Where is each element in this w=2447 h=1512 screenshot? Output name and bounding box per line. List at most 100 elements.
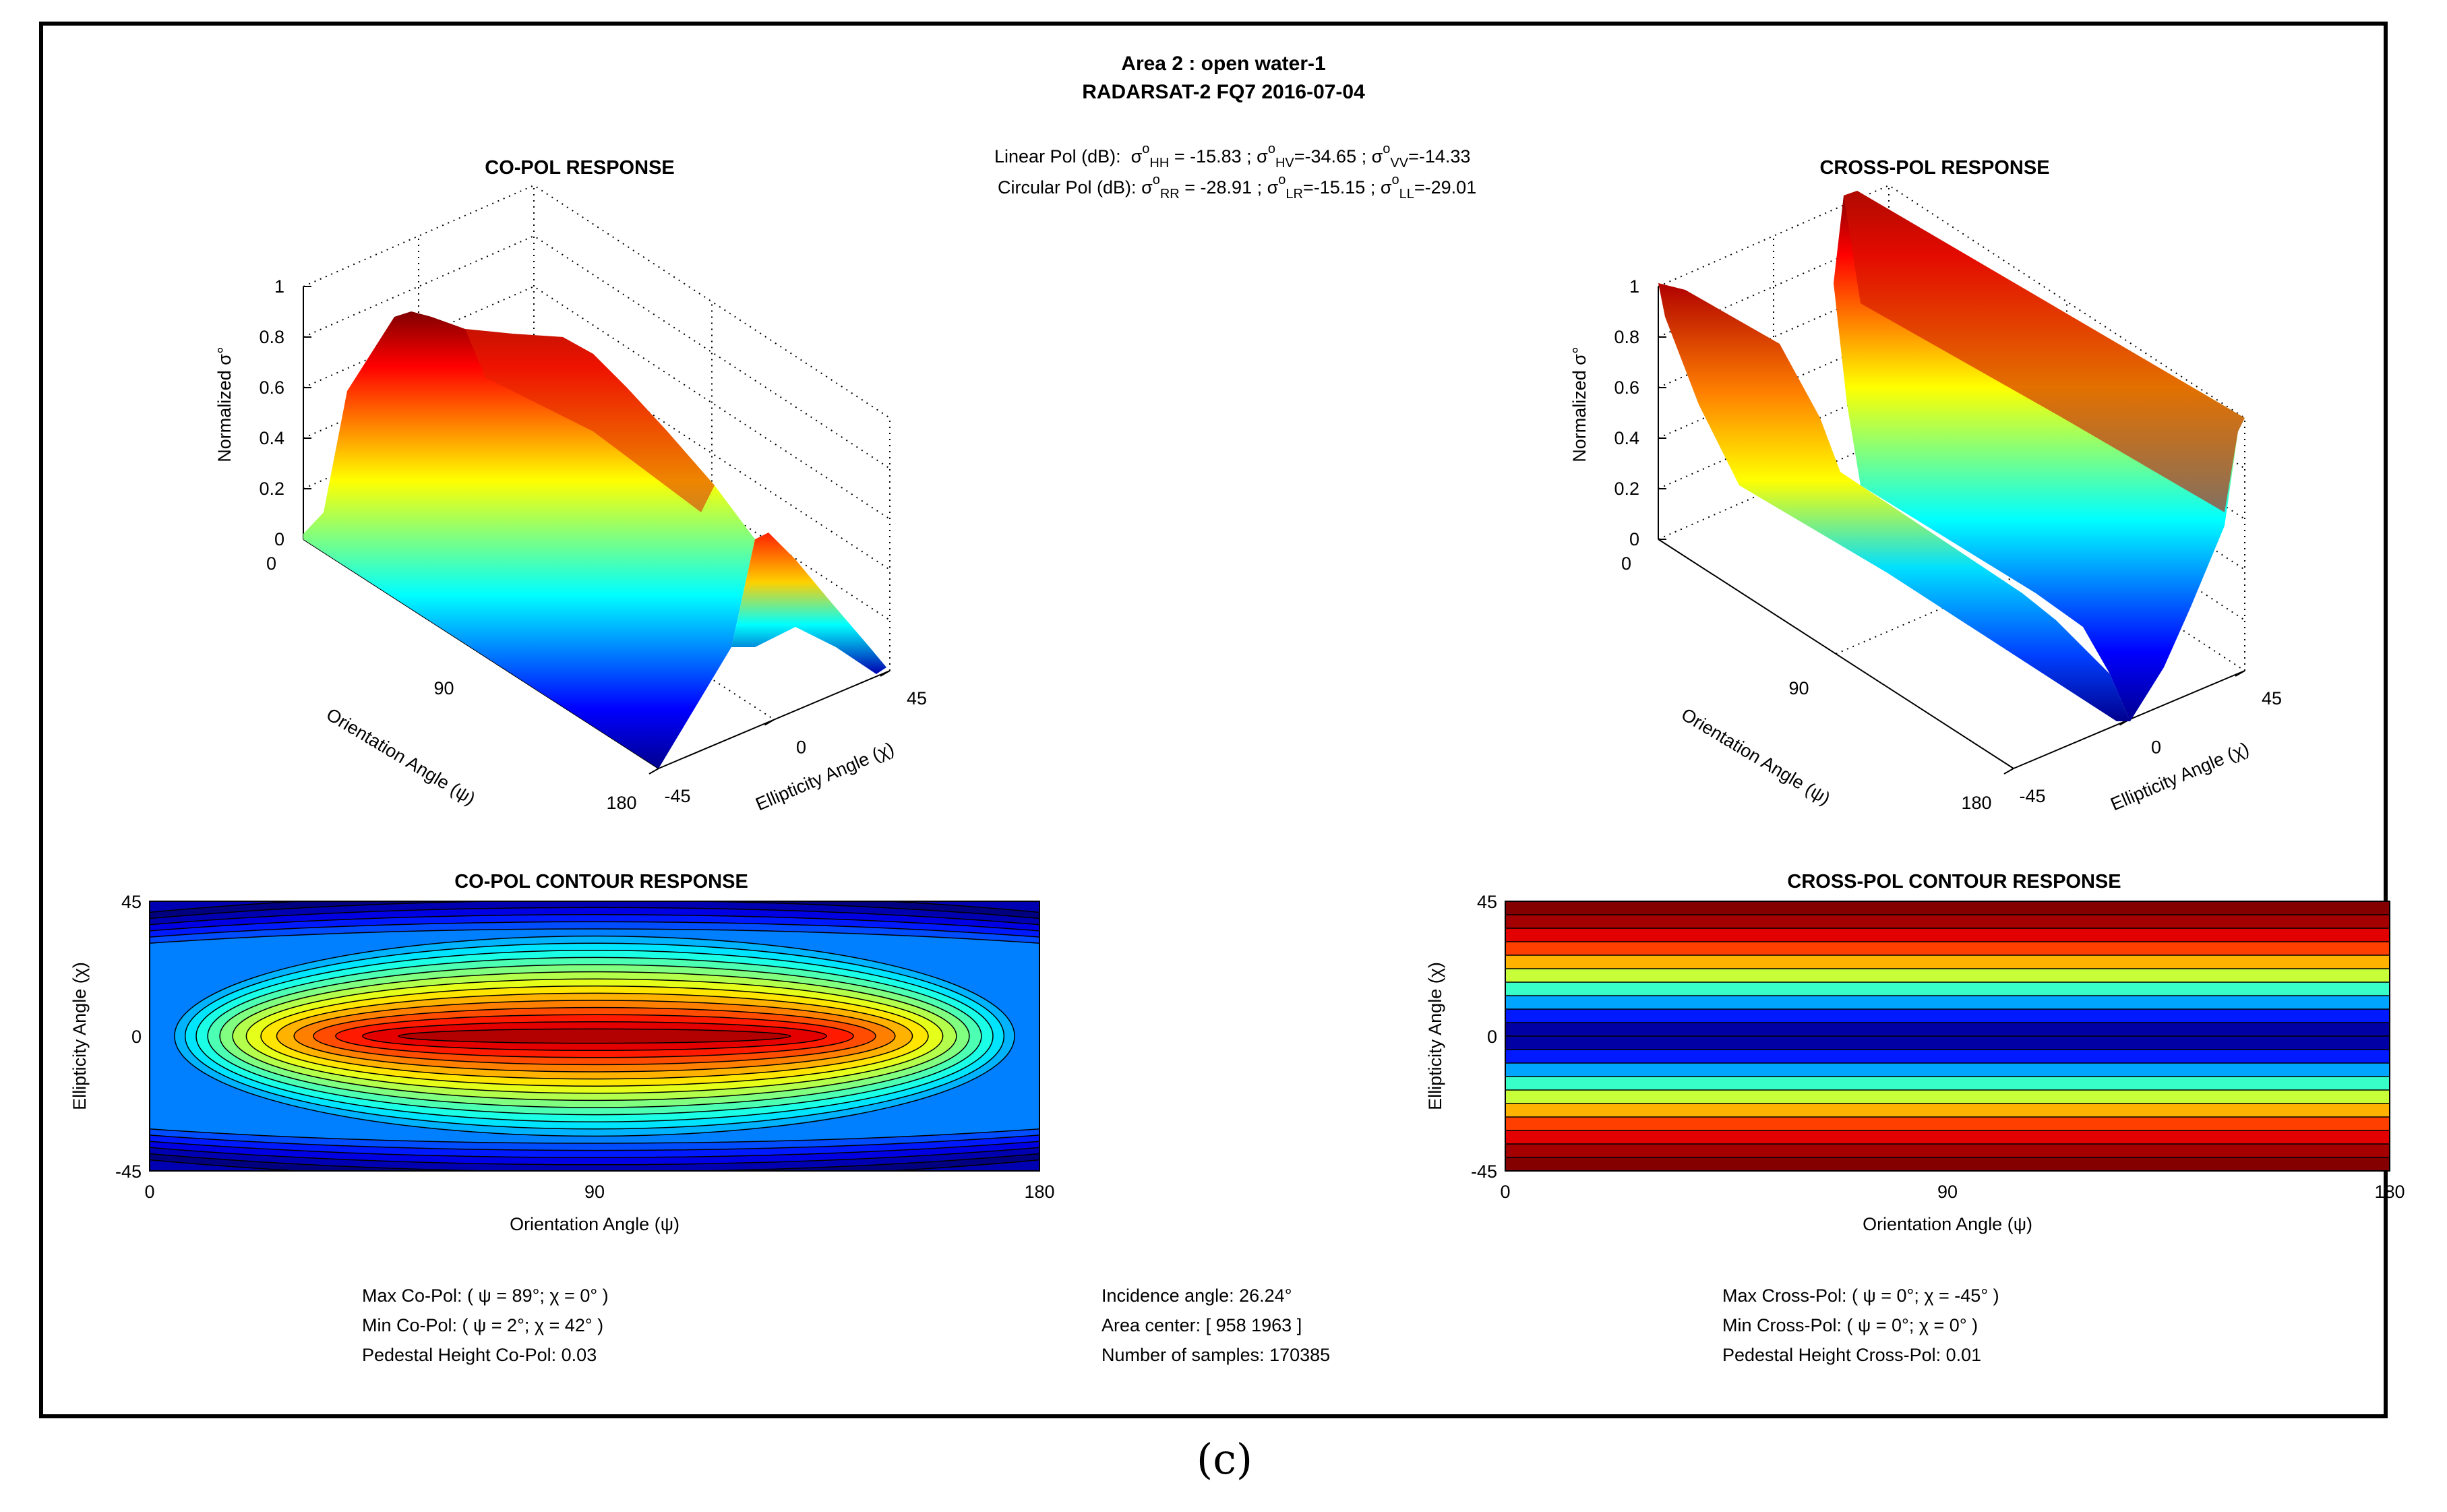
sigma-rr-sup: o	[1152, 173, 1160, 187]
cross-contour-band	[1505, 1050, 2390, 1064]
sigma-hv-sup: o	[1267, 142, 1275, 156]
cross-contour-band	[1505, 1090, 2390, 1104]
area-center: Area center: [ 958 1963 ]	[1101, 1315, 1302, 1335]
copol3d-y-tick-label: 0	[796, 737, 806, 758]
cross3d-z-origin-label: 0	[1621, 553, 1631, 574]
cross3d-z-label: Normalized σ°	[1569, 346, 1590, 462]
cross-contour-band	[1505, 1009, 2390, 1023]
copol3d-surface-crest	[465, 329, 715, 512]
sigma-rr-symbol: σ	[1141, 177, 1153, 198]
crosspol-pedestal: Pedestal Height Cross-Pol: 0.01	[1722, 1345, 1982, 1365]
crosspol-summary: Max Cross-Pol: ( ψ = 0°; χ = -45° ) Min …	[1722, 1281, 1999, 1370]
linear-pol-stats: Linear Pol (dB): σoHH = -15.83 ; σoHV=-3…	[994, 142, 1470, 171]
cross-contour-x-tick-label: 90	[1937, 1182, 1958, 1202]
copol3d-z-tick-label: 0.8	[259, 327, 284, 347]
copol-contour-y-label: Ellipticity Angle (χ)	[69, 962, 90, 1110]
sigma-lr-value: =-15.15 ;	[1303, 177, 1376, 198]
copol-contour-y-tick-label: 45	[121, 892, 142, 912]
cross-contour-band	[1505, 928, 2390, 942]
cross-contour-y-tick-label: 45	[1477, 892, 1497, 912]
area-summary: Incidence angle: 26.24° Area center: [ 9…	[1101, 1281, 1330, 1370]
cross3d-x-tick-label: 180	[1961, 793, 1991, 813]
cross3d-y-tick-label: -45	[2019, 786, 2045, 806]
copol3d-y-tick	[648, 768, 659, 775]
copol3d-z-tick-label: 1	[274, 276, 284, 297]
copol-min: Min Co-Pol: ( ψ = 2°; χ = 42° )	[362, 1315, 604, 1335]
sigma-ll-symbol: σ	[1380, 177, 1392, 198]
sigma-vv-sup: o	[1383, 142, 1391, 156]
sigma-rr-sub: RR	[1159, 187, 1180, 202]
cross-contour-band	[1505, 1023, 2390, 1037]
copol-contour-x-tick-label: 0	[144, 1182, 154, 1202]
copol3d-gridline	[303, 235, 890, 469]
copol3d-z-tick-label: 0.4	[259, 428, 284, 448]
incidence-angle: Incidence angle: 26.24°	[1101, 1286, 1292, 1306]
cross-contour-field	[1505, 901, 2390, 1171]
copol-pedestal: Pedestal Height Co-Pol: 0.03	[362, 1345, 597, 1365]
cross-contour-y-label: Ellipticity Angle (χ)	[1425, 962, 1445, 1110]
crosspol-3d-plot: 0 0.2 0.4 0.6 0.8 1 0 90 180 -45 0 45 Normalized σ° O…	[1569, 157, 2282, 814]
sigma-ll-sup: o	[1391, 173, 1399, 187]
copol3d-y-tick-label: -45	[664, 786, 690, 806]
copol3d-surface-tail	[731, 533, 886, 674]
copol3d-z-origin-label: 0	[266, 553, 276, 574]
sigma-ll-sub: LL	[1399, 187, 1414, 202]
copol-3d-plot: 0 0.2 0.4 0.6 0.8 1 0 90 180 -45 0 45 Normalized σ° O…	[214, 157, 927, 814]
cross-contour-band	[1505, 1144, 2390, 1158]
cross-contour-band	[1505, 942, 2390, 956]
cross-contour-x-tick-label: 180	[2374, 1182, 2405, 1202]
copol3d-x-tick-label: 180	[606, 793, 636, 813]
sigma-lr-sup: o	[1278, 173, 1286, 187]
copol3d-z-tick-label: 0.2	[259, 479, 284, 499]
copol-contour-x-label: Orientation Angle (ψ)	[510, 1214, 679, 1234]
cross-contour-x-label: Orientation Angle (ψ)	[1863, 1214, 2032, 1234]
cross3d-x-tick-label: 90	[1788, 678, 1809, 698]
circular-label: Circular Pol (dB):	[998, 177, 1137, 198]
sigma-vv-sub: VV	[1390, 156, 1409, 171]
circular-pol-stats: Circular Pol (dB): σoRR = -28.91 ; σoLR=…	[998, 173, 1476, 202]
copol3d-gridline	[303, 285, 890, 520]
cross-contour-band	[1505, 1157, 2390, 1171]
sigma-vv-value: =-14.33	[1408, 146, 1471, 167]
copol3d-title: CO-POL RESPONSE	[485, 157, 674, 179]
sigma-lr-symbol: σ	[1267, 177, 1279, 198]
sigma-rr-value: = -28.91 ;	[1184, 177, 1263, 198]
cross-contour-band	[1505, 1117, 2390, 1131]
cross3d-title: CROSS-POL RESPONSE	[1819, 157, 2049, 179]
cross3d-y-tick	[2235, 670, 2245, 677]
copol-contour-y-tick-label: 0	[131, 1027, 142, 1047]
sigma-lr-sub: LR	[1286, 187, 1303, 202]
cross3d-surface-crest	[1844, 191, 2245, 512]
copol-max: Max Co-Pol: ( ψ = 89°; χ = 0° )	[362, 1286, 609, 1306]
sigma-hh-symbol: σ	[1130, 146, 1143, 167]
copol3d-y-tick	[880, 670, 890, 677]
cross3d-y-tick-label: 45	[2262, 688, 2282, 708]
copol-contour-field	[150, 901, 1039, 1171]
copol-contour-contour-level	[398, 1028, 791, 1044]
cross-contour-band	[1505, 1036, 2390, 1050]
cross3d-box-top	[1658, 184, 2245, 419]
cross3d-y-label: Ellipticity Angle (χ)	[2107, 738, 2252, 814]
copol-contour-border	[149, 901, 1040, 1172]
crosspol-max: Max Cross-Pol: ( ψ = 0°; χ = -45° )	[1722, 1286, 1999, 1306]
cross-contour-band	[1505, 1063, 2390, 1077]
cross-contour-band	[1505, 955, 2390, 969]
sigma-hh-sub: HH	[1149, 156, 1170, 171]
copol3d-y-tick-label: 45	[907, 688, 927, 708]
cross-contour-y-tick-label: -45	[1471, 1161, 1497, 1182]
sigma-hh-value: = -15.83 ;	[1174, 146, 1252, 167]
copol-summary: Max Co-Pol: ( ψ = 89°; χ = 0° ) Min Co-P…	[362, 1281, 609, 1370]
sigma-ll-value: =-29.01	[1414, 177, 1477, 198]
cross3d-y-tick-label: 0	[2151, 737, 2161, 758]
figure-caption: (c)	[1197, 1434, 1253, 1484]
sample-count: Number of samples: 170385	[1101, 1345, 1331, 1365]
copol3d-x-label: Orientation Angle (ψ)	[323, 704, 479, 809]
figure-subtitle: RADARSAT-2 FQ7 2016-07-04	[1082, 81, 1365, 103]
copol-contour-y-tick-label: -45	[115, 1161, 142, 1182]
cross-contour-band	[1505, 996, 2390, 1010]
crosspol-min: Min Cross-Pol: ( ψ = 0°; χ = 0° )	[1722, 1315, 1978, 1335]
cross3d-z-tick-label: 1	[1629, 276, 1639, 297]
